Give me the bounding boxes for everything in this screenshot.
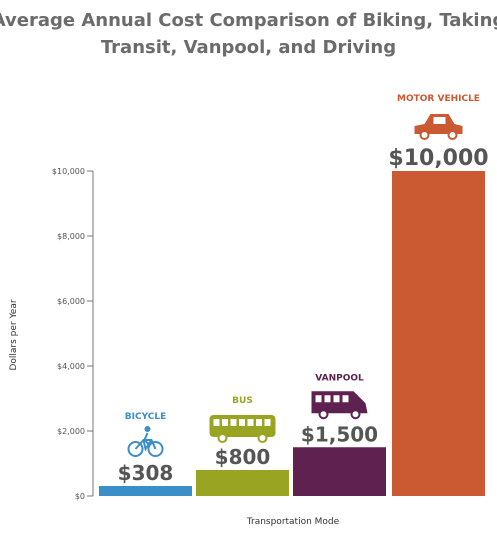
bar-bus	[196, 470, 289, 496]
frame	[134, 438, 157, 452]
chart-title-line-2: Transit, Vanpool, and Driving	[101, 37, 396, 58]
car-wheel	[419, 130, 430, 140]
category-label: BUS	[232, 396, 253, 406]
y-tick-label: $8,000	[57, 232, 85, 241]
wheel	[127, 440, 144, 457]
van-window	[333, 395, 340, 403]
rider-body	[143, 432, 151, 446]
car-window	[433, 117, 446, 124]
bus-window	[239, 419, 245, 426]
van-icon	[311, 391, 368, 420]
category-label: VANPOOL	[315, 373, 364, 383]
y-axis-label: Dollars per Year	[9, 299, 19, 370]
bus-window	[247, 419, 254, 426]
bars: $308 BICYCLE $800 BUS $1,500 VANPOOL $10,000 MO…	[99, 94, 489, 496]
bus-window	[264, 419, 271, 426]
bus-wheel	[217, 433, 228, 443]
y-tick-label: $0	[75, 492, 85, 501]
x-axis-label: Transportation Mode	[246, 517, 340, 527]
bus-window	[213, 419, 220, 426]
van-window	[342, 395, 349, 403]
bus-window	[256, 419, 262, 426]
y-tick-label: $10,000	[52, 167, 85, 176]
value-label: $1,500	[301, 422, 378, 446]
category-label: MOTOR VEHICLE	[397, 94, 480, 104]
y-tick-label: $6,000	[57, 297, 85, 306]
category-label: BICYCLE	[125, 412, 167, 422]
bar-motor-vehicle	[392, 171, 485, 496]
bus-window	[230, 419, 237, 426]
wheel	[147, 440, 164, 457]
car-wheel	[447, 130, 458, 140]
value-label: $10,000	[388, 146, 488, 171]
rider-head	[144, 425, 151, 432]
van-window	[324, 395, 331, 403]
value-label: $308	[118, 461, 174, 485]
car-icon	[414, 114, 463, 140]
bus-icon	[209, 415, 276, 443]
chart-title-line-1: Average Annual Cost Comparison of Biking…	[0, 10, 497, 31]
axes: $0 $2,000 $4,000 $6,000 $8,000 $10,000	[52, 167, 94, 501]
bicycle-icon	[127, 425, 164, 457]
bar-vanpool	[293, 447, 386, 496]
bus-window	[222, 419, 228, 426]
y-tick-label: $4,000	[57, 362, 85, 371]
y-tick-label: $2,000	[57, 427, 85, 436]
value-label: $800	[215, 445, 271, 469]
bus-wheel	[257, 433, 268, 443]
van-window	[315, 395, 322, 403]
van-wheel	[318, 409, 329, 420]
van-wheel	[350, 409, 361, 420]
bar-bicycle	[99, 485, 192, 496]
